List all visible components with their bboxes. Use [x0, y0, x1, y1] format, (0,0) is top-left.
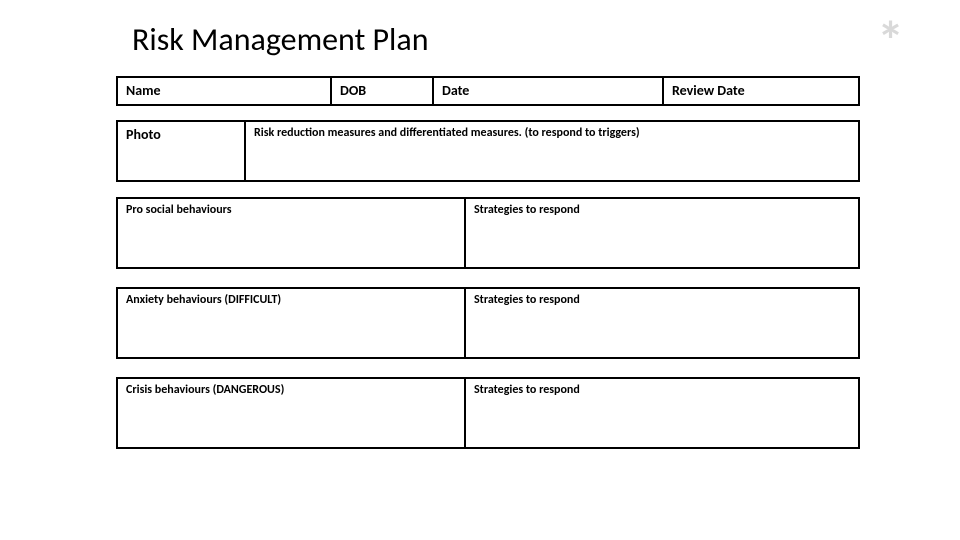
header-row: Name DOB Date Review Date: [116, 76, 860, 106]
photo-row: Photo Risk reduction measures and differ…: [116, 120, 860, 182]
section-pro-social: Pro social behaviours Strategies to resp…: [116, 197, 860, 269]
crisis-strategies-label: Strategies to respond: [466, 377, 860, 449]
crisis-label: Crisis behaviours (DANGEROUS): [116, 377, 466, 449]
page-title: Risk Management Plan: [132, 20, 429, 59]
page: Risk Management Plan * Name DOB Date Rev…: [0, 0, 960, 540]
anxiety-label: Anxiety behaviours (DIFFICULT): [116, 287, 466, 359]
risk-reduction-cell: Risk reduction measures and differentiat…: [246, 120, 860, 182]
name-label-cell: Name: [116, 76, 332, 106]
asterisk-decoration: *: [877, 8, 904, 74]
date-label-cell: Date: [434, 76, 664, 106]
anxiety-strategies-label: Strategies to respond: [466, 287, 860, 359]
pro-social-label: Pro social behaviours: [116, 197, 466, 269]
review-date-label-cell: Review Date: [664, 76, 860, 106]
photo-label-cell: Photo: [116, 120, 246, 182]
dob-label-cell: DOB: [332, 76, 434, 106]
section-anxiety: Anxiety behaviours (DIFFICULT) Strategie…: [116, 287, 860, 359]
section-crisis: Crisis behaviours (DANGEROUS) Strategies…: [116, 377, 860, 449]
pro-social-strategies-label: Strategies to respond: [466, 197, 860, 269]
